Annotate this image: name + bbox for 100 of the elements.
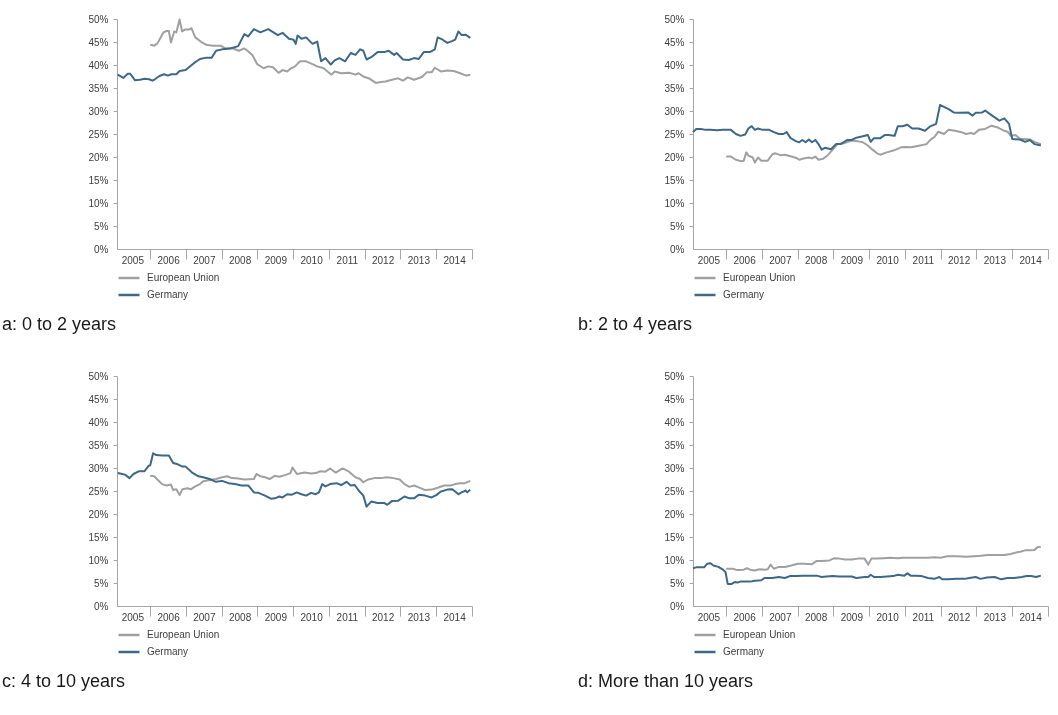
y-tick-label: 10%	[664, 197, 685, 209]
x-tick-label: 2006	[733, 254, 757, 266]
y-tick-label: 10%	[88, 554, 109, 566]
y-tick-label: 0%	[94, 243, 109, 255]
legend-label: Germany	[723, 289, 765, 300]
y-tick-label: 45%	[664, 393, 685, 405]
text: c: 4 to 10 years	[2, 671, 126, 691]
x-tick-label: 2012	[372, 254, 395, 266]
y-tick-label: 45%	[88, 36, 109, 48]
y-tick-label: 20%	[88, 151, 109, 163]
x-tick-label: 2012	[372, 611, 395, 623]
x-tick-label: 2005	[697, 254, 721, 266]
y-tick-label: 30%	[664, 105, 685, 117]
y-tick-label: 35%	[664, 439, 685, 451]
y-tick-label: 5%	[670, 220, 685, 232]
y-tick-label: 0%	[670, 600, 685, 612]
legend-label: Germany	[147, 289, 189, 300]
y-tick-label: 40%	[664, 416, 685, 428]
x-tick-label: 2010	[300, 611, 324, 623]
y-tick-label: 5%	[94, 577, 109, 589]
x-tick-label: 2013	[983, 254, 1007, 266]
y-tick-label: 30%	[88, 105, 109, 117]
text: a: 0 to 2 years	[2, 314, 117, 334]
x-tick-label: 2006	[157, 611, 181, 623]
line-series	[116, 452, 472, 508]
line-series	[725, 545, 1042, 572]
text: b: 2 to 4 years	[578, 314, 693, 334]
y-tick-label: 25%	[88, 128, 109, 140]
legend-label: European Union	[723, 272, 796, 283]
y-tick-label: 0%	[94, 600, 109, 612]
y-tick-label: 20%	[664, 151, 685, 163]
x-tick-label: 2010	[876, 254, 900, 266]
x-tick-label: 2007	[193, 611, 216, 623]
line-series	[149, 466, 472, 497]
y-tick-label: 15%	[664, 174, 685, 186]
y-tick-label: 35%	[88, 82, 109, 94]
y-tick-label: 50%	[88, 13, 109, 25]
y-tick-label: 20%	[664, 508, 685, 520]
line-series	[116, 28, 472, 82]
y-tick-label: 15%	[88, 174, 109, 186]
x-tick-label: 2010	[300, 254, 324, 266]
y-tick-label: 45%	[664, 36, 685, 48]
y-tick-label: 25%	[664, 485, 685, 497]
y-tick-label: 40%	[88, 59, 109, 71]
x-tick-label: 2011	[912, 254, 935, 266]
line-series	[692, 562, 1042, 585]
y-tick-label: 50%	[664, 370, 685, 382]
y-tick-label: 45%	[88, 393, 109, 405]
y-tick-label: 5%	[670, 577, 685, 589]
y-tick-label: 30%	[88, 462, 109, 474]
x-tick-label: 2009	[840, 254, 864, 266]
x-tick-label: 2005	[121, 611, 145, 623]
y-tick-label: 25%	[88, 485, 109, 497]
x-tick-label: 2012	[948, 254, 971, 266]
x-tick-label: 2009	[264, 254, 288, 266]
x-tick-label: 2011	[336, 254, 359, 266]
y-tick-label: 35%	[664, 82, 685, 94]
legend-label: Germany	[723, 646, 765, 657]
x-tick-label: 2011	[336, 611, 359, 623]
x-tick-label: 2007	[193, 254, 216, 266]
x-tick-label: 2008	[229, 611, 252, 623]
x-tick-label: 2008	[805, 611, 828, 623]
x-tick-label: 2010	[876, 611, 900, 623]
x-tick-label: 2014	[443, 611, 467, 623]
x-tick-label: 2008	[805, 254, 828, 266]
y-tick-label: 15%	[88, 531, 109, 543]
x-tick-label: 2007	[769, 611, 792, 623]
y-tick-label: 0%	[670, 243, 685, 255]
line-series	[149, 18, 472, 84]
x-tick-label: 2014	[443, 254, 467, 266]
x-tick-label: 2013	[407, 254, 431, 266]
x-tick-label: 2005	[697, 611, 721, 623]
x-tick-label: 2006	[733, 611, 757, 623]
y-tick-label: 30%	[664, 462, 685, 474]
y-tick-label: 50%	[88, 370, 109, 382]
x-tick-label: 2007	[769, 254, 792, 266]
y-tick-label: 5%	[94, 220, 109, 232]
x-tick-label: 2012	[948, 611, 971, 623]
text: d: More than 10 years	[578, 671, 754, 691]
x-tick-label: 2009	[264, 611, 288, 623]
x-tick-label: 2005	[121, 254, 145, 266]
y-tick-label: 25%	[664, 128, 685, 140]
x-tick-label: 2013	[983, 611, 1007, 623]
legend-label: European Union	[723, 629, 796, 640]
y-tick-label: 40%	[664, 59, 685, 71]
x-tick-label: 2014	[1019, 254, 1043, 266]
legend-label: European Union	[147, 629, 220, 640]
line-series	[725, 124, 1042, 164]
y-tick-label: 15%	[664, 531, 685, 543]
y-tick-label: 50%	[664, 13, 685, 25]
y-tick-label: 20%	[88, 508, 109, 520]
y-tick-label: 35%	[88, 439, 109, 451]
x-tick-label: 2011	[912, 611, 935, 623]
x-tick-label: 2009	[840, 611, 864, 623]
y-tick-label: 40%	[88, 416, 109, 428]
x-tick-label: 2014	[1019, 611, 1043, 623]
legend-label: Germany	[147, 646, 189, 657]
x-tick-label: 2006	[157, 254, 181, 266]
y-tick-label: 10%	[88, 197, 109, 209]
x-tick-label: 2013	[407, 611, 431, 623]
